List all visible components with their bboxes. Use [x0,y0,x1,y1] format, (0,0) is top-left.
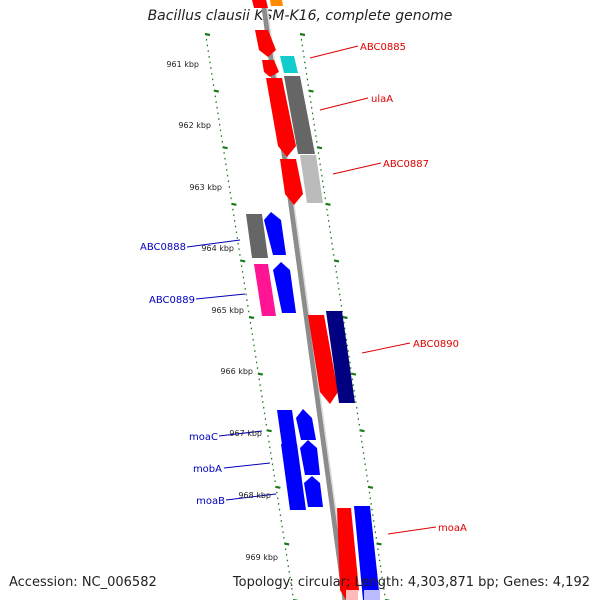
gene-label-moac[interactable]: moaC [189,432,218,443]
gene-top-orange [270,0,283,6]
gene-abc0890-red [308,315,338,404]
tick-mark-major [333,259,340,263]
gene-moab-blue [304,476,323,507]
gene-top-red [252,0,268,8]
gene-blocks [246,0,380,600]
gene-abc0888-blue [264,212,286,255]
tick-label-961: 961 kbp [166,60,199,69]
label-leaders [186,45,437,535]
tick-label-968: 968 kbp [238,491,271,500]
tick-mark-major [204,32,211,37]
tick-mark-major [325,202,331,206]
map-title: Bacillus clausii KSM-K16, complete genom… [147,8,453,24]
tick-dots-left [204,32,299,600]
tick-dots-right [299,32,391,600]
gene-abc0889-blue [273,262,296,313]
gene-small-red [262,60,279,77]
genome-summary-text: Topology: circular; Length: 4,303,871 bp… [232,575,590,590]
gene-moba-blue2 [300,440,320,475]
tick-label-964: 964 kbp [201,244,234,253]
tick-mark-major [231,202,237,206]
tick-mark-major [350,372,357,376]
gene-label-abc0888[interactable]: ABC0888 [140,242,186,253]
tick-label-965: 965 kbp [211,306,244,315]
gene-label-moba[interactable]: mobA [193,464,222,475]
tick-mark-major [299,32,306,37]
gene-moac-blue2 [296,409,316,440]
accession-text: Accession: NC_006582 [9,575,157,590]
tick-mark-major [275,485,281,489]
gene-bottom-lightblue [364,590,380,600]
gene-moaa-red [337,508,359,600]
gene-abc0884 [255,30,276,57]
gene-label-ulaa[interactable]: ulaA [371,94,393,105]
gene-ulaa-grey [284,76,315,154]
tick-labels: 961 kbp 962 kbp 963 kbp 964 kbp 965 kbp … [166,60,278,562]
gene-label-abc0889[interactable]: ABC0889 [149,295,195,306]
tick-mark-major [342,315,348,320]
tick-label-962: 962 kbp [178,121,211,130]
gene-abc0890-navy [326,311,355,403]
gene-label-abc0885[interactable]: ABC0885 [360,42,406,53]
tick-mark-major [213,89,220,93]
gene-abc0888-grey [246,214,268,258]
gene-label-abc0887[interactable]: ABC0887 [383,159,429,170]
gene-label-moab[interactable]: moaB [196,496,225,507]
gene-label-abc0890[interactable]: ABC0890 [413,339,459,350]
gene-abc0889-pink [254,264,276,316]
tick-mark-major [266,429,272,433]
tick-mark-major [316,146,323,150]
tick-mark-major [376,542,382,546]
gene-bottom-lightred [346,590,358,600]
tick-mark-major [359,429,365,433]
tick-mark-major [308,89,314,93]
tick-label-963: 963 kbp [189,183,222,192]
tick-mark-major [257,372,264,376]
tick-mark-major [239,259,246,263]
gene-abc0887-red [280,159,303,205]
tick-mark-major [283,542,290,546]
gene-abc0887-grey [300,155,323,203]
gene-moaa-blue [354,506,380,600]
tick-mark-major [222,146,228,150]
tick-mark-major [367,485,374,489]
tick-label-966: 966 kbp [220,367,253,376]
tick-mark-major [248,315,255,320]
gene-moba-blue [281,444,306,510]
gene-ulaa-red [266,78,296,157]
tick-label-967: 967 kbp [229,429,262,438]
tick-label-969: 969 kbp [245,553,278,562]
gene-abc0885 [280,56,298,73]
gene-moac-blue [277,410,297,445]
gene-label-moaa[interactable]: moaA [438,523,467,534]
gene-labels: ABC0885 ulaA ABC0887 ABC0888 ABC0889 ABC… [140,42,467,534]
